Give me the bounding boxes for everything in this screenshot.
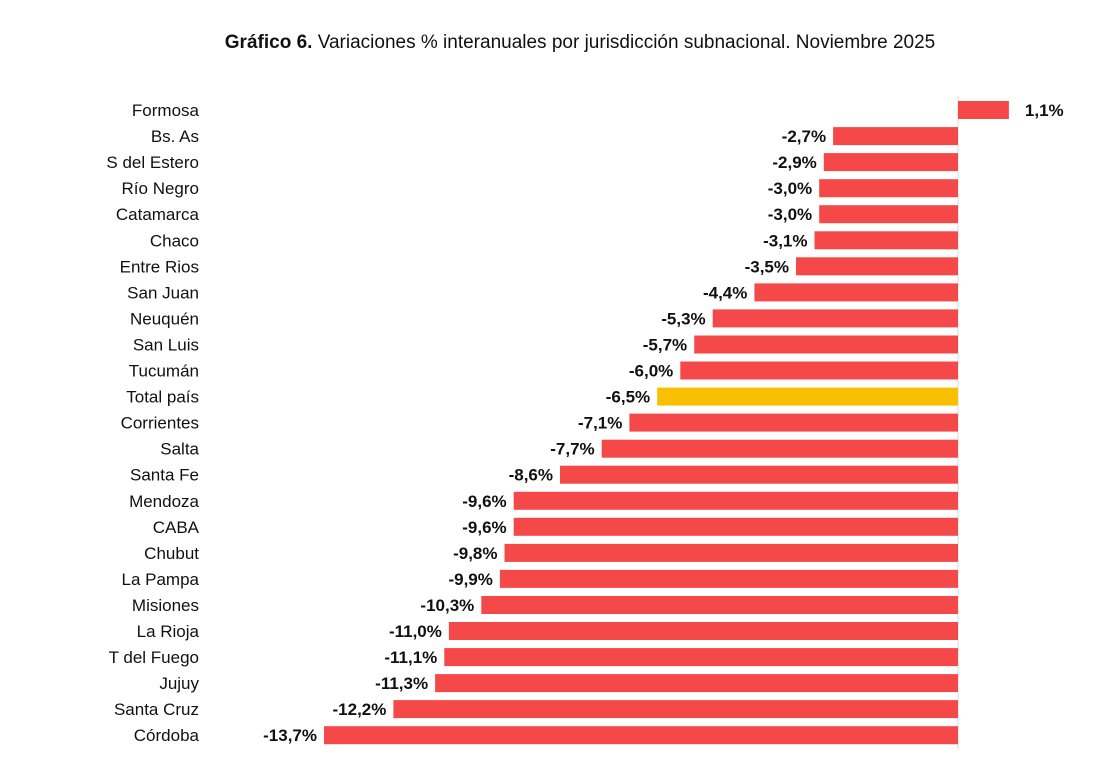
bar bbox=[814, 231, 958, 250]
bar bbox=[601, 439, 958, 458]
data-label: -6,5% bbox=[606, 388, 650, 407]
bar bbox=[657, 387, 958, 406]
bar bbox=[796, 257, 958, 276]
category-label: Entre Rios bbox=[120, 257, 199, 276]
data-label: -11,1% bbox=[384, 648, 437, 667]
bar bbox=[560, 465, 958, 484]
chart-title-prefix: Gráfico 6. bbox=[224, 32, 313, 53]
bar bbox=[435, 674, 959, 693]
data-label: -9,9% bbox=[448, 570, 492, 589]
category-label: Córdoba bbox=[134, 726, 200, 745]
chart-title: Gráfico 6. Variaciones % interanuales po… bbox=[0, 32, 1120, 54]
data-label: -6,0% bbox=[629, 362, 673, 381]
category-label: Formosa bbox=[132, 101, 200, 120]
data-label: -3,5% bbox=[745, 257, 789, 276]
category-label: Santa Fe bbox=[130, 466, 199, 485]
bar bbox=[448, 622, 958, 640]
data-label: 1,1% bbox=[1025, 101, 1064, 120]
data-label: -11,0% bbox=[389, 622, 442, 641]
category-label: Corrientes bbox=[121, 414, 199, 433]
chart-title-text: Variaciones % interanuales por jurisdicc… bbox=[317, 32, 936, 53]
category-label: Bs. As bbox=[151, 127, 199, 146]
data-label: -7,7% bbox=[550, 440, 594, 459]
data-label: -3,0% bbox=[768, 179, 812, 198]
category-label: Santa Cruz bbox=[114, 700, 199, 719]
bar bbox=[393, 700, 958, 719]
bar bbox=[819, 205, 958, 224]
bar bbox=[712, 309, 958, 328]
data-label: -10,3% bbox=[420, 596, 474, 615]
category-label: CABA bbox=[153, 518, 200, 537]
data-label: -7,1% bbox=[578, 414, 622, 433]
data-label: -8,6% bbox=[509, 466, 553, 485]
category-label: Total país bbox=[126, 388, 199, 407]
category-label: Catamarca bbox=[116, 205, 200, 224]
data-label: -11,3% bbox=[375, 674, 428, 693]
category-label: Chubut bbox=[144, 544, 199, 563]
bar bbox=[444, 648, 958, 667]
data-label: -9,6% bbox=[462, 492, 506, 511]
bar bbox=[819, 179, 958, 198]
category-label: La Rioja bbox=[137, 622, 200, 641]
bar bbox=[481, 596, 958, 614]
data-label: -9,8% bbox=[453, 544, 497, 563]
data-label: -4,4% bbox=[703, 283, 747, 302]
bar bbox=[513, 517, 958, 536]
data-label: -2,7% bbox=[782, 127, 826, 146]
category-label: San Luis bbox=[133, 336, 199, 355]
category-label: Salta bbox=[160, 440, 199, 459]
category-label: T del Fuego bbox=[109, 648, 199, 667]
category-label: S del Estero bbox=[106, 153, 199, 172]
bar bbox=[513, 491, 958, 510]
data-label: -3,1% bbox=[763, 231, 807, 250]
bar bbox=[754, 283, 958, 302]
bar bbox=[504, 543, 958, 562]
bar bbox=[680, 361, 958, 380]
bar bbox=[324, 726, 958, 745]
data-label: -13,7% bbox=[263, 726, 317, 745]
data-label: -9,6% bbox=[462, 518, 506, 537]
category-label: Mendoza bbox=[129, 492, 199, 511]
bar bbox=[499, 569, 958, 588]
category-label: San Juan bbox=[127, 283, 199, 302]
category-label: Tucumán bbox=[129, 362, 199, 381]
category-label: La Pampa bbox=[122, 570, 200, 589]
data-label: -2,9% bbox=[772, 153, 816, 172]
bar bbox=[823, 153, 958, 172]
data-label: -5,3% bbox=[661, 309, 705, 328]
category-label: Misiones bbox=[132, 596, 199, 615]
bar bbox=[694, 335, 958, 354]
category-label: Río Negro bbox=[122, 179, 199, 198]
data-label: -3,0% bbox=[768, 205, 812, 224]
category-label: Neuquén bbox=[130, 309, 199, 328]
data-label: -12,2% bbox=[333, 700, 387, 719]
bar bbox=[833, 127, 958, 146]
bar bbox=[958, 101, 1009, 119]
category-label: Chaco bbox=[150, 231, 199, 250]
category-label: Jujuy bbox=[159, 674, 199, 693]
data-label: -5,7% bbox=[643, 336, 687, 355]
bar bbox=[629, 413, 958, 432]
